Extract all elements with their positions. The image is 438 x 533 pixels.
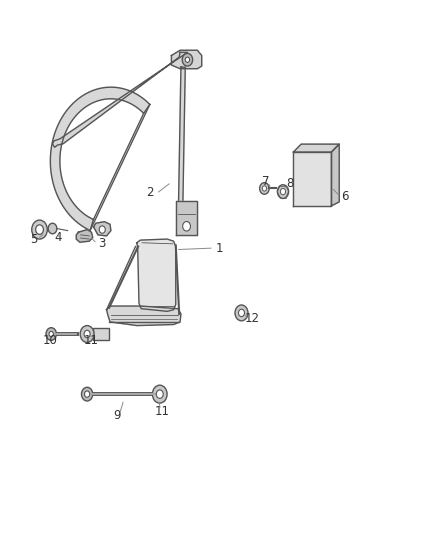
Text: 9: 9	[113, 409, 121, 422]
Circle shape	[35, 225, 43, 235]
Circle shape	[99, 226, 105, 233]
Circle shape	[277, 185, 289, 198]
Circle shape	[156, 390, 163, 398]
Circle shape	[81, 387, 93, 401]
Polygon shape	[171, 50, 202, 69]
Polygon shape	[137, 239, 176, 311]
Polygon shape	[50, 87, 150, 230]
Circle shape	[49, 332, 53, 337]
Circle shape	[185, 57, 190, 62]
Text: 2: 2	[146, 186, 154, 199]
Circle shape	[280, 189, 286, 195]
Polygon shape	[293, 152, 332, 206]
Circle shape	[80, 326, 94, 342]
Text: 11: 11	[84, 334, 99, 347]
Circle shape	[183, 222, 191, 231]
Text: 4: 4	[54, 231, 62, 244]
Polygon shape	[94, 222, 111, 236]
Circle shape	[260, 183, 269, 194]
Polygon shape	[178, 67, 185, 215]
Text: 10: 10	[43, 334, 58, 347]
Polygon shape	[293, 144, 339, 152]
Text: 7: 7	[262, 174, 269, 188]
Bar	[93, 328, 109, 341]
Polygon shape	[332, 144, 339, 206]
Circle shape	[46, 328, 57, 341]
Text: 5: 5	[30, 232, 38, 246]
Circle shape	[262, 186, 267, 191]
Polygon shape	[176, 200, 198, 235]
Polygon shape	[76, 230, 93, 242]
Circle shape	[32, 220, 47, 239]
Text: 12: 12	[245, 312, 260, 325]
Polygon shape	[106, 306, 181, 326]
Text: 8: 8	[286, 177, 293, 190]
Circle shape	[238, 309, 244, 317]
Circle shape	[235, 305, 248, 321]
Polygon shape	[53, 52, 187, 147]
Text: 3: 3	[98, 237, 105, 251]
Text: 11: 11	[155, 405, 170, 418]
Text: 6: 6	[342, 190, 349, 203]
Circle shape	[48, 223, 57, 234]
Circle shape	[85, 391, 90, 397]
Circle shape	[84, 330, 90, 338]
Text: 1: 1	[215, 241, 223, 255]
Circle shape	[152, 385, 167, 403]
Circle shape	[182, 53, 193, 66]
